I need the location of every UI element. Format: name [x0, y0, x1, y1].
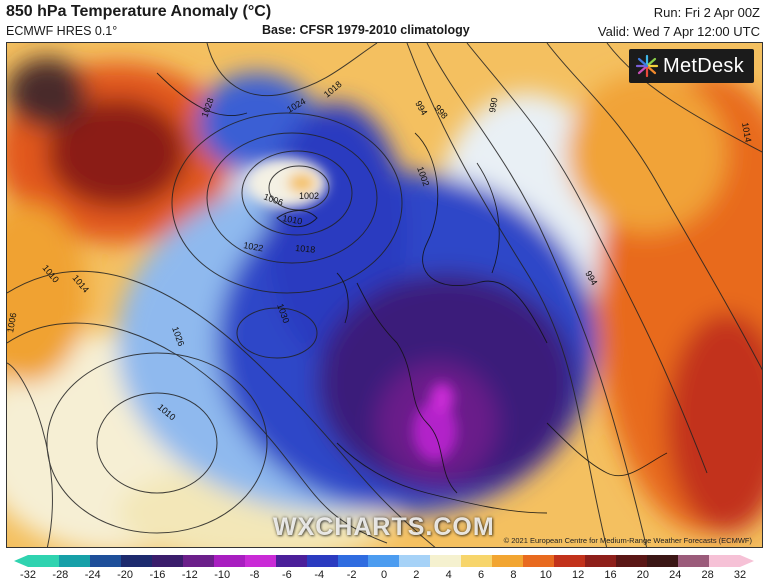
colorbar-tick-label: 8: [510, 569, 517, 581]
colorbar-segment: [492, 555, 524, 567]
colorbar-max-arrow: [740, 555, 754, 567]
colorbar-segment: [368, 555, 400, 567]
colorbar-segment: [337, 555, 369, 567]
colorbar-tick-label: -4: [314, 569, 325, 581]
colorbar-tick-label: -32: [20, 569, 36, 581]
colorbar-segment: [306, 555, 338, 567]
base-label: Base: CFSR 1979-2010 climatology: [262, 23, 470, 37]
colorbar-segment: [28, 555, 59, 567]
colorbar-tick-label: -10: [214, 569, 231, 581]
isobar-label: 1002: [299, 191, 319, 201]
colorbar-tick-label: 24: [669, 569, 682, 581]
colorbar-tick-label: 6: [478, 569, 485, 581]
isobar-label: 1018: [295, 243, 316, 255]
colorbar-tick-label: -28: [52, 569, 69, 581]
metdesk-burst-icon: [635, 54, 659, 78]
colorbar-tick-label: 20: [636, 569, 650, 581]
coastlines: [156, 72, 668, 514]
isobar-label: 990: [487, 97, 499, 114]
colorbar-segment: [151, 555, 183, 567]
colorbar: [28, 555, 740, 567]
chart-title: 850 hPa Temperature Anomaly (°C): [6, 3, 272, 20]
isobar-lines: [7, 43, 762, 547]
copyright-note: © 2021 European Centre for Medium-Range …: [503, 536, 752, 545]
colorbar-tick-label: 0: [380, 569, 388, 581]
colorbar-tick-label: 2: [413, 569, 420, 581]
colorbar-tick-label: -12: [181, 569, 198, 581]
colorbar-tick-label: 32: [733, 569, 747, 581]
colorbar-segment: [275, 555, 307, 567]
colorbar-tick-label: 12: [572, 569, 585, 581]
map-canvas: 1028 1024 1018 994 990 1002 1006 1010 10…: [7, 43, 762, 547]
colorbar-segment: [461, 555, 493, 567]
colorbar-segment: [678, 555, 709, 567]
colorbar-segment: [120, 555, 152, 567]
colorbar-segment: [89, 555, 121, 567]
colorbar-segment: [213, 555, 245, 567]
colorbar-tick-label: 28: [701, 569, 714, 581]
colorbar-tick-label: -2: [346, 569, 357, 581]
colorbar-segment: [523, 555, 555, 567]
colorbar-segment: [616, 555, 648, 567]
watermark: WXCHARTS.COM: [273, 513, 495, 541]
valid-time: Valid: Wed 7 Apr 12:00 UTC: [597, 24, 760, 39]
colorbar-segment: [647, 555, 679, 567]
colorbar-tick-label: -6: [282, 569, 292, 581]
colorbar-tick-label: -16: [149, 569, 166, 581]
isobar-label: 1014: [740, 122, 753, 143]
colorbar-segment: [58, 555, 90, 567]
colorbar-ticks: -32 -28 -24 -20 -16 -12 -10 -8 -6 -4 -2 0 2 4 6 8 10 12 16…: [20, 569, 746, 583]
colorbar-tick-label: -8: [249, 569, 260, 581]
colorbar-tick-label: -20: [117, 569, 134, 581]
isobar-label: 1006: [7, 312, 18, 333]
colorbar-segment: [182, 555, 214, 567]
run-time: Run: Fri 2 Apr 00Z: [653, 5, 760, 20]
colorbar-tick-label: 10: [539, 569, 552, 581]
colorbar-segment: [554, 555, 586, 567]
colorbar-tick-label: -24: [84, 569, 101, 581]
metdesk-logo: MetDesk: [629, 49, 754, 83]
colorbar-segment: [244, 555, 276, 567]
model-label: ECMWF HRES 0.1°: [6, 24, 118, 38]
color-legend: -32 -28 -24 -20 -16 -12 -10 -8 -6 -4 -2 0 2 4 6 8 10 12 16…: [14, 553, 754, 585]
colorbar-segment: [430, 555, 462, 567]
isobar-label: 1022: [243, 240, 264, 253]
colorbar-tick-label: 4: [445, 569, 452, 581]
colorbar-tick-label: 16: [604, 569, 617, 581]
anomaly-map: 1028 1024 1018 994 990 1002 1006 1010 10…: [6, 42, 763, 548]
logo-text: MetDesk: [663, 54, 745, 77]
colorbar-segment: [399, 555, 431, 567]
colorbar-segment: [708, 555, 740, 567]
isobar-label: 1010: [282, 213, 303, 226]
chart-header: 850 hPa Temperature Anomaly (°C) ECMWF H…: [0, 0, 768, 42]
colorbar-segment: [585, 555, 617, 567]
colorbar-min-arrow: [14, 555, 28, 567]
